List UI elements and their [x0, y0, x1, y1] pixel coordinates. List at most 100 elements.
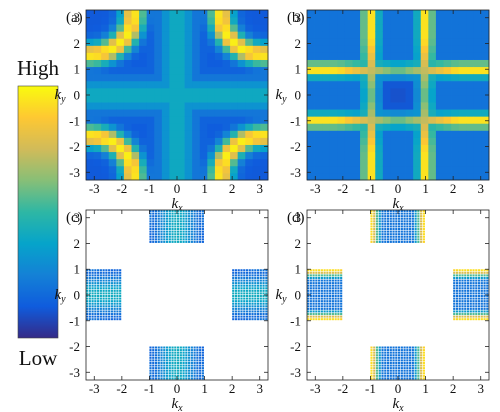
heatmap-cell [146, 52, 155, 60]
heatmap-cell [192, 24, 201, 32]
heatmap-cell [466, 31, 475, 39]
heatmap-cell [265, 282, 268, 285]
heatmap-cell [414, 212, 417, 215]
heatmap-cell [455, 279, 459, 282]
y-tick-label: 0 [295, 288, 302, 303]
heatmap-cell [94, 318, 97, 321]
heatmap-cell [352, 144, 361, 153]
heatmap-cell [477, 318, 481, 321]
heatmap-cell [161, 165, 170, 174]
heatmap-cell [123, 10, 132, 18]
heatmap-cell [154, 222, 158, 225]
heatmap-cell [375, 351, 379, 354]
heatmap-cell [232, 279, 235, 282]
heatmap-cell [252, 137, 261, 145]
heatmap-cell [411, 228, 414, 231]
heatmap-cell [230, 31, 239, 39]
heatmap-cell [443, 24, 452, 32]
heatmap-cell [108, 310, 111, 313]
heatmap-cell [116, 269, 119, 272]
heatmap-cell [193, 346, 196, 349]
heatmap-cell [483, 307, 486, 310]
heatmap-cell [154, 230, 158, 233]
heatmap-cell [411, 361, 414, 364]
heatmap-cell [469, 297, 472, 300]
heatmap-cell [192, 102, 201, 110]
heatmap-cell [154, 210, 158, 213]
heatmap-cell [179, 212, 182, 215]
heatmap-cell [405, 172, 414, 181]
heatmap-cell [411, 356, 414, 359]
heatmap-cell [414, 369, 417, 372]
heatmap-cell [458, 109, 467, 117]
heatmap-cell [108, 276, 111, 279]
heatmap-cell [199, 158, 208, 167]
heatmap-cell [352, 31, 361, 39]
x-tick-label: -3 [310, 181, 321, 196]
heatmap-cell [337, 315, 340, 318]
heatmap-cell [259, 279, 262, 282]
y-tick-label: -1 [69, 113, 80, 128]
heatmap-cell [481, 52, 490, 60]
heatmap-cell [105, 279, 108, 282]
heatmap-cell [154, 38, 163, 46]
heatmap-cell [309, 282, 312, 285]
heatmap-cell [201, 374, 204, 377]
heatmap-cell [199, 346, 202, 349]
heatmap-cell [406, 210, 409, 213]
heatmap-cell [165, 354, 169, 357]
heatmap-cell [481, 95, 490, 103]
heatmap-cell [116, 87, 125, 96]
heatmap-cell [230, 45, 239, 53]
heatmap-cell [422, 367, 425, 370]
heatmap-cell [329, 315, 332, 318]
heatmap-cell [481, 102, 490, 110]
heatmap-cell [139, 116, 148, 124]
heatmap-cell [477, 276, 481, 279]
heatmap-cell [254, 318, 257, 321]
heatmap-cell [199, 364, 202, 367]
heatmap-cell [307, 282, 310, 285]
heatmap-cell [251, 287, 254, 290]
heatmap-cell [373, 367, 376, 370]
heatmap-cell [392, 377, 395, 380]
heatmap-cell [420, 217, 423, 220]
heatmap-cell [477, 300, 481, 303]
heatmap-cell [414, 364, 417, 367]
heatmap-cell [86, 318, 89, 321]
heatmap-cell [157, 222, 160, 225]
heatmap-cell [192, 38, 201, 46]
heatmap-cell [157, 215, 160, 218]
heatmap-cell [245, 123, 254, 131]
heatmap-cell [245, 307, 249, 310]
heatmap-cell [403, 240, 406, 243]
heatmap-cell [443, 172, 452, 181]
heatmap-cell [406, 359, 409, 362]
heatmap-cell [91, 302, 94, 305]
heatmap-cell [389, 372, 392, 375]
heatmap-cell [417, 217, 420, 220]
heatmap-cell [163, 220, 166, 223]
heatmap-cell [312, 302, 315, 305]
heatmap-cell [398, 361, 401, 364]
heatmap-cell [389, 217, 392, 220]
heatmap-cell [392, 351, 395, 354]
heatmap-cell [375, 158, 384, 167]
heatmap-cell [469, 289, 472, 292]
heatmap-cell [307, 123, 315, 131]
heatmap-cell [193, 217, 196, 220]
heatmap-cell [481, 123, 490, 131]
heatmap-cell [386, 235, 390, 238]
heatmap-cell [201, 354, 204, 357]
heatmap-cell [188, 240, 191, 243]
heatmap-cell [146, 116, 155, 124]
heatmap-cell [214, 172, 223, 181]
heatmap-cell [367, 45, 376, 53]
heatmap-cell [329, 297, 332, 300]
heatmap-cell [177, 87, 185, 96]
heatmap-cell [123, 59, 132, 68]
heatmap-cell [466, 73, 475, 82]
heatmap-cell [373, 228, 376, 231]
heatmap-cell [309, 274, 312, 277]
heatmap-cell [367, 109, 376, 117]
